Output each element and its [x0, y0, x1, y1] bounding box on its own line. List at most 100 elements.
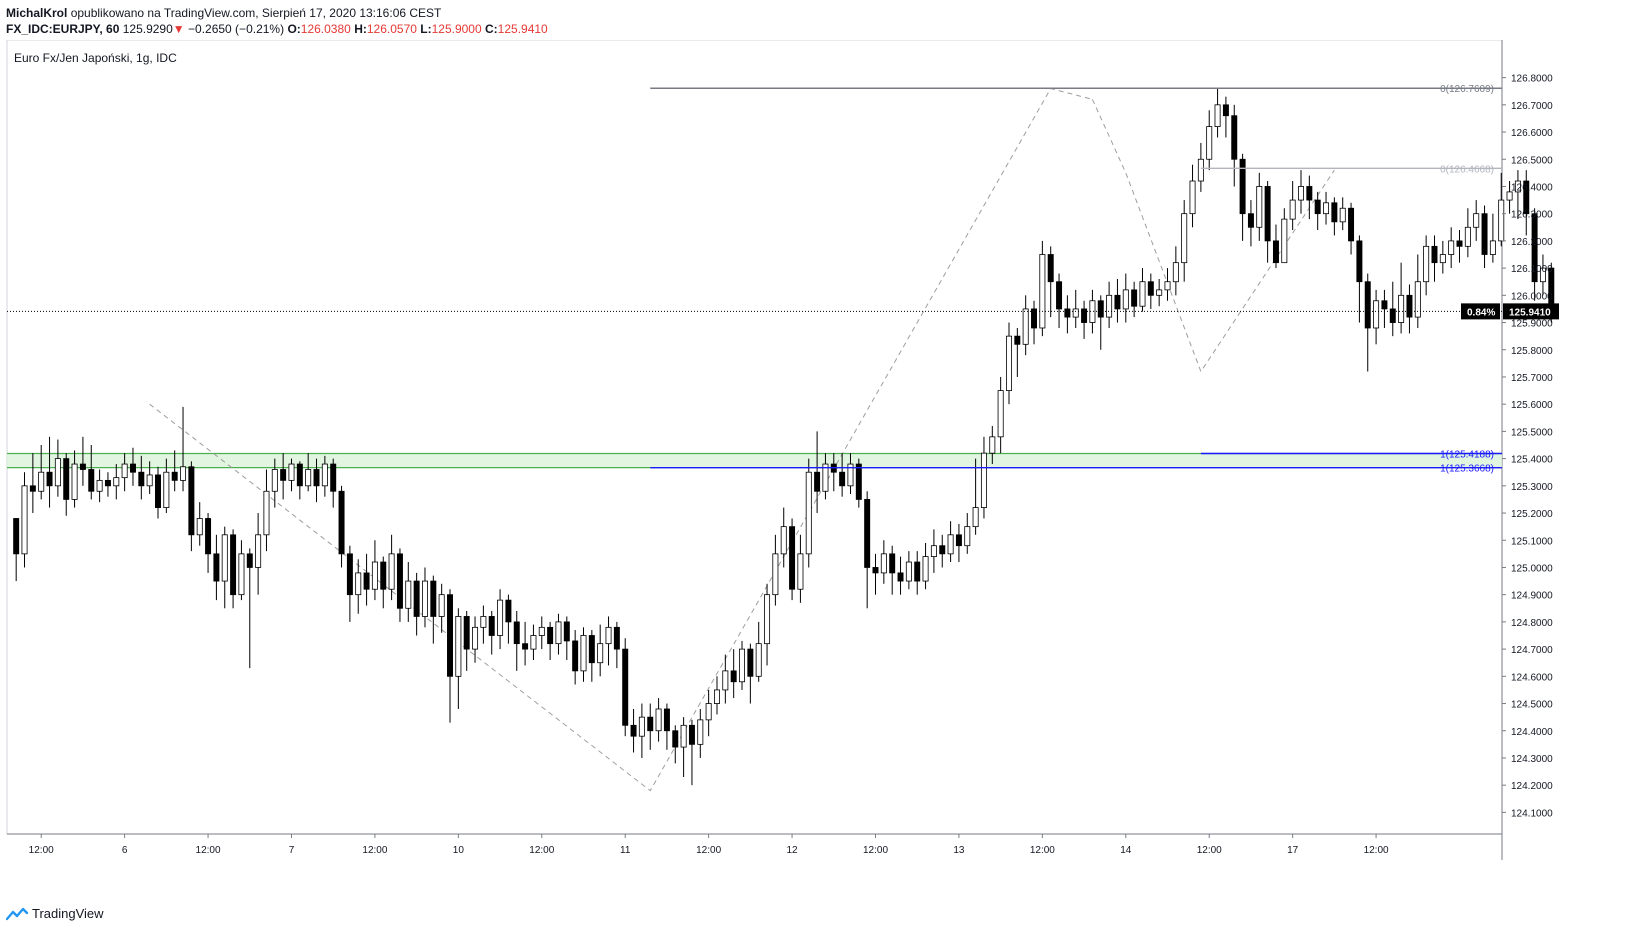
author-name[interactable]: MichalKrol [6, 6, 68, 20]
x-tick-label: 17 [1287, 845, 1299, 856]
candle-up [288, 463, 295, 481]
candle-up [822, 463, 829, 492]
candle-up [113, 477, 120, 487]
candle-up [805, 471, 812, 555]
low-label: L: [420, 22, 432, 36]
candle-down [1047, 254, 1054, 283]
candle-down [246, 553, 253, 568]
x-tick-label: 14 [1120, 845, 1132, 856]
candle-up [905, 561, 912, 582]
candle-down [1456, 240, 1463, 247]
x-tick-label: 12:00 [696, 845, 721, 856]
candle-down [872, 567, 879, 574]
x-tick-label: 6 [122, 845, 128, 856]
price-badge-label: 125.9410 [1509, 307, 1551, 318]
candle-down [88, 469, 95, 492]
y-tick-label: 125.7000 [1511, 373, 1553, 384]
y-tick-label: 126.0000 [1511, 291, 1553, 302]
candle-down [380, 561, 387, 590]
candle-down [1064, 308, 1071, 318]
candle-up [472, 626, 479, 650]
candle-down [188, 466, 195, 536]
candle-up [1156, 289, 1163, 296]
candle-up [196, 518, 203, 536]
candle-down [1481, 213, 1488, 255]
x-tick-label: 12:00 [362, 845, 387, 856]
candle-down [939, 545, 946, 555]
candle-down [1356, 240, 1363, 283]
x-tick-label: 12:00 [863, 845, 888, 856]
candle-up [797, 553, 804, 590]
candle-up [1214, 104, 1221, 127]
candle-up [1181, 213, 1188, 264]
x-tick-label: 7 [289, 845, 295, 856]
candle-up [146, 474, 153, 487]
y-tick-label: 126.4000 [1511, 182, 1553, 193]
candle-down [1389, 308, 1396, 323]
candle-up [305, 469, 312, 487]
candle-down [864, 499, 871, 568]
candle-down [1381, 300, 1388, 310]
candle-down [1523, 180, 1530, 215]
candle-up [1189, 180, 1196, 215]
candle-down [313, 469, 320, 487]
candle-up [930, 545, 937, 557]
candle-up [780, 526, 787, 555]
y-tick-label: 125.4000 [1511, 455, 1553, 466]
y-tick-label: 124.4000 [1511, 727, 1553, 738]
candle-down [547, 626, 554, 645]
candle-down [889, 553, 896, 574]
y-tick-label: 126.5000 [1511, 155, 1553, 166]
candle-up [1373, 300, 1380, 329]
candle-up [371, 561, 378, 590]
candle-up [1339, 207, 1346, 223]
candle-up [538, 626, 545, 636]
candle-up [54, 458, 61, 487]
candle-up [597, 643, 604, 664]
candle-up [180, 466, 187, 481]
y-tick-label: 124.3000 [1511, 754, 1553, 765]
candle-up [1539, 267, 1546, 283]
candle-up [705, 703, 712, 721]
candle-down [205, 518, 212, 555]
x-tick-label: 13 [953, 845, 965, 856]
candle-down [814, 471, 821, 492]
candle-up [580, 635, 587, 672]
x-tick-label: 12:00 [1197, 845, 1222, 856]
candle-down [63, 458, 70, 500]
open-value: 126.0380 [300, 22, 351, 36]
candle-down [171, 471, 178, 481]
candle-up [972, 507, 979, 528]
candle-down [1431, 245, 1438, 264]
tradingview-brand[interactable]: TradingView [32, 906, 104, 921]
candle-down [1364, 281, 1371, 329]
candle-down [505, 599, 512, 623]
candle-up [1398, 294, 1405, 323]
fib-level-label: 0(126.7609) [1440, 84, 1494, 95]
candle-up [980, 452, 987, 508]
candle-up [163, 471, 170, 508]
candle-up [555, 621, 562, 645]
published-text: opublikowano na TradingView.com, Sierpie… [70, 6, 442, 20]
candle-up [755, 643, 762, 677]
candle-up [847, 463, 854, 487]
candle-up [1006, 335, 1012, 391]
candle-down [338, 490, 345, 555]
candle-down [855, 463, 862, 500]
candle-down [563, 621, 570, 642]
x-tick-label: 11 [620, 845, 631, 856]
candle-down [1031, 308, 1038, 329]
candle-down [138, 471, 145, 487]
candle-up [96, 479, 103, 492]
fib-level-label: 0(126.4668) [1440, 164, 1494, 175]
candle-up [1414, 281, 1421, 318]
candle-up [497, 599, 504, 636]
candlestick-chart[interactable]: Euro Fx/Jen Japoński, 1g, IDC 0(126.7609)… [0, 40, 1627, 906]
candle-down [572, 640, 579, 672]
candle-down [396, 553, 403, 609]
change-value: −0.2650 (−0.21%) [188, 22, 285, 36]
low-value: 125.9000 [431, 22, 482, 36]
candle-up [1473, 213, 1480, 228]
candle-up [880, 553, 887, 574]
candle-up [263, 490, 270, 536]
